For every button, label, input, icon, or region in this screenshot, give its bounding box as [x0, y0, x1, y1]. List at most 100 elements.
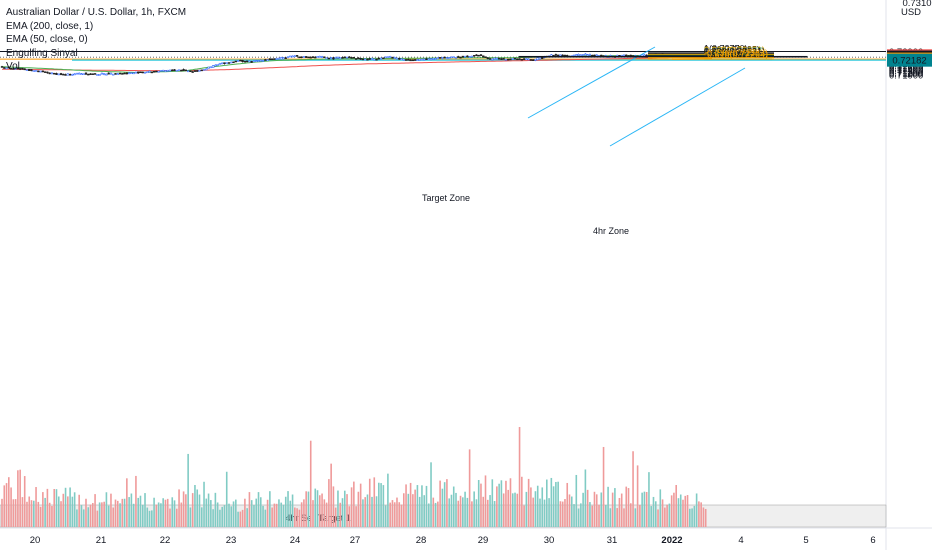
volume-bar	[414, 489, 416, 527]
volume-bar	[434, 502, 437, 527]
candle-body	[488, 58, 492, 60]
candle-body	[75, 72, 79, 75]
candle-body	[413, 59, 417, 61]
volume-bar	[391, 500, 394, 527]
candle-body	[103, 73, 106, 75]
volume-bar	[71, 496, 74, 527]
candle-body	[534, 58, 537, 61]
volume-bar	[416, 485, 419, 527]
candle-body	[538, 57, 542, 60]
candle-body	[500, 58, 503, 60]
candle-body	[236, 60, 240, 62]
volume-bar	[548, 498, 550, 527]
volume-bar	[162, 498, 164, 527]
volume-bar	[32, 500, 35, 527]
candle-body	[12, 68, 15, 70]
volume-bar	[659, 489, 662, 527]
fib-level-label: 0.76(0.72695)	[704, 44, 760, 54]
volume-bar	[498, 483, 500, 527]
candle-body	[191, 71, 194, 73]
candle-body	[357, 57, 360, 60]
candle-body	[339, 57, 342, 59]
volume-bar	[112, 507, 115, 527]
volume-bar	[328, 479, 330, 527]
volume-bar	[502, 493, 505, 527]
volume-bar	[175, 508, 178, 527]
volume-bar	[573, 504, 575, 527]
candle-body	[436, 57, 439, 59]
volume-bar	[207, 493, 210, 527]
candle-body	[622, 54, 626, 57]
volume-bar	[641, 492, 643, 527]
candle-body	[393, 57, 396, 59]
candle-body	[559, 54, 562, 57]
channel-upper-line	[527, 46, 656, 119]
candle-body	[307, 56, 310, 59]
volume-bar	[325, 502, 328, 527]
candle-body	[32, 70, 35, 72]
volume-bar	[146, 507, 149, 527]
x-tick-label: 30	[544, 535, 555, 546]
volume-bar	[300, 502, 303, 527]
candle-body	[452, 56, 455, 58]
candle-body	[454, 57, 458, 59]
candle-body	[241, 60, 244, 63]
x-tick-label: 4	[738, 535, 743, 546]
volume-bar	[266, 499, 269, 527]
volume-bar	[521, 476, 523, 527]
volume-bar	[423, 495, 426, 527]
candle-body	[336, 56, 340, 59]
candle-body	[50, 72, 54, 75]
volume-bar	[643, 491, 646, 527]
candle-body	[554, 54, 558, 56]
candle-body	[438, 57, 442, 59]
candle-body	[320, 56, 324, 58]
volume-bar	[595, 494, 598, 527]
volume-bar	[237, 511, 239, 527]
volume-bar	[164, 499, 167, 527]
candle-body	[68, 73, 72, 76]
volume-bar	[303, 499, 305, 527]
volume-bar	[661, 499, 664, 527]
volume-bar	[110, 493, 112, 527]
candle-body	[98, 74, 101, 76]
volume-bar	[648, 472, 650, 527]
volume-bar	[105, 492, 108, 527]
candle-body	[175, 69, 178, 72]
candle-body	[23, 68, 26, 71]
reward-box	[704, 56, 772, 61]
volume-bar	[35, 487, 37, 527]
candle-body	[280, 57, 283, 60]
x-tick-label: 21	[96, 535, 107, 546]
volume-bar	[10, 487, 12, 527]
candle-body	[354, 58, 358, 60]
candle-body	[409, 59, 412, 62]
volume-bar	[593, 491, 596, 527]
volume-bar	[67, 496, 69, 527]
legend-ema200: EMA (200, close, 1)	[6, 20, 94, 32]
volume-bar	[19, 469, 21, 527]
y-tick-label: 0.71100	[889, 69, 923, 80]
candle-body	[364, 58, 367, 61]
volume-bar	[223, 505, 226, 527]
candle-body	[252, 60, 256, 63]
volume-bar	[169, 508, 171, 527]
volume-bar	[205, 498, 208, 527]
candle-body	[518, 58, 521, 60]
volume-bar	[37, 501, 40, 527]
candle-body	[643, 54, 646, 57]
volume-bar	[185, 494, 187, 527]
volume-bar	[364, 497, 366, 527]
volume-bar	[101, 502, 103, 527]
candle-body	[3, 67, 6, 69]
volume-bar	[5, 483, 8, 527]
volume-bar	[462, 497, 464, 527]
volume-bar	[132, 503, 135, 527]
fib-level-label: 0.5(0.72614)	[704, 45, 755, 55]
candle-body	[450, 56, 453, 59]
candle-body	[314, 56, 317, 59]
candle-body	[325, 57, 328, 60]
volume-bar	[452, 486, 455, 527]
candle-body	[266, 59, 269, 61]
